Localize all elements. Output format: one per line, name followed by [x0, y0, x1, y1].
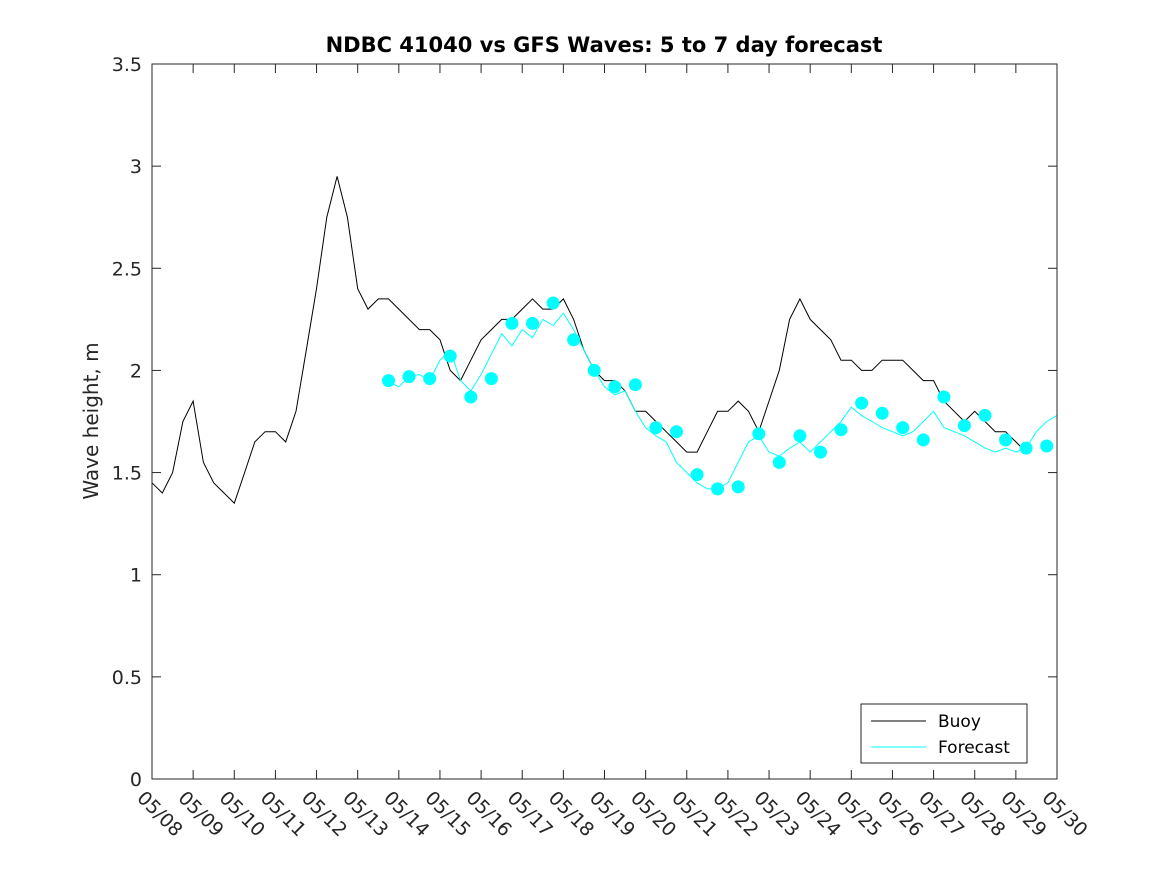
forecast-marker: [834, 423, 848, 437]
legend-label-buoy: Buoy: [938, 712, 981, 732]
y-tick-label: 1: [130, 565, 142, 587]
y-tick-label: 2.5: [112, 258, 142, 280]
chart-marks: [151, 176, 1058, 505]
legend-label-forecast: Forecast: [938, 738, 1010, 758]
y-tick-label: 3.5: [112, 54, 142, 76]
forecast-marker: [382, 374, 395, 388]
forecast-marker: [402, 370, 416, 384]
forecast-marker: [752, 427, 766, 441]
forecast-marker: [937, 390, 951, 404]
forecast-marker: [670, 425, 683, 439]
legend-box: [860, 703, 1028, 764]
forecast-marker: [608, 380, 622, 394]
forecast-marker: [690, 468, 704, 482]
forecast-marker: [916, 433, 930, 447]
forecast-marker: [814, 445, 827, 459]
chart-legend: Buoy Forecast: [860, 703, 1028, 764]
forecast-marker: [875, 406, 889, 420]
y-tick-label: 0.5: [112, 667, 142, 689]
forecast-marker: [649, 421, 663, 435]
forecast-marker: [628, 378, 642, 392]
forecast-marker: [896, 421, 910, 435]
forecast-marker: [526, 316, 539, 330]
forecast-marker: [443, 349, 457, 363]
forecast-marker: [587, 363, 601, 377]
forecast-marker: [1019, 441, 1033, 455]
forecast-marker: [793, 429, 807, 443]
y-axis-label: Wave height, m: [79, 342, 103, 499]
forecast-marker: [1040, 439, 1054, 453]
forecast-marker: [505, 316, 519, 330]
y-tick-label: 0: [130, 769, 142, 791]
forecast-marker: [957, 419, 971, 433]
forecast-marker: [567, 333, 581, 347]
forecast-marker: [464, 390, 478, 404]
forecast-marker: [484, 372, 498, 386]
chart-title: NDBC 41040 vs GFS Waves: 5 to 7 day fore…: [326, 33, 883, 57]
forecast-marker: [999, 433, 1013, 447]
forecast-marker: [546, 296, 560, 310]
forecast-marker: [731, 480, 745, 494]
forecast-marker: [423, 372, 437, 386]
forecast-marker: [772, 455, 786, 469]
forecast-marker: [978, 408, 992, 422]
forecast-marker: [855, 396, 869, 410]
forecast-marker: [711, 482, 725, 496]
y-tick-label: 1.5: [112, 463, 142, 485]
y-tick-label: 2: [130, 360, 142, 382]
y-tick-label: 3: [130, 156, 142, 178]
plot-area: [152, 64, 1057, 779]
